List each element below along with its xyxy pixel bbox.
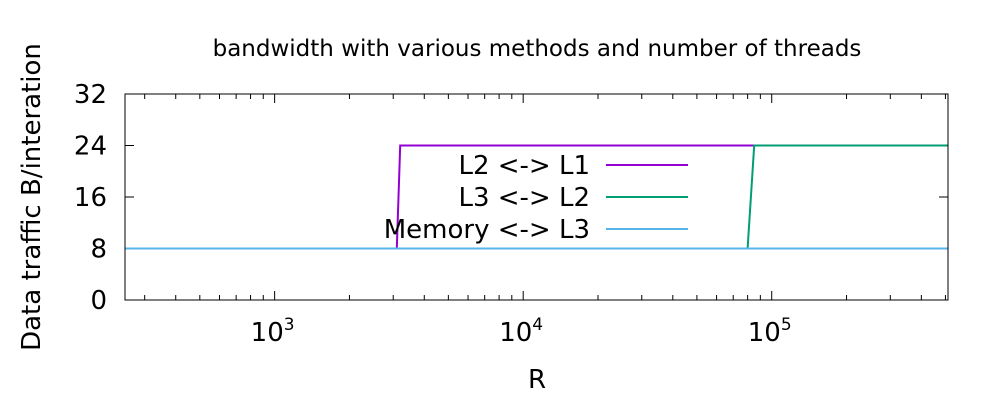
- y-tick-label: 0: [90, 286, 107, 316]
- y-axis-label: Data traffic B/interation: [17, 43, 47, 351]
- series-layer: [125, 144, 948, 250]
- x-axis-label: R: [528, 365, 546, 395]
- y-tick-label: 16: [74, 183, 107, 213]
- legend-label: L3 <-> L2: [458, 183, 590, 213]
- axis-ticks: 0 8 16 24 32 103 104 105: [74, 80, 948, 348]
- x-tick-label: 104: [499, 315, 543, 348]
- y-tick-label: 32: [74, 80, 107, 110]
- y-tick-label: 8: [90, 235, 107, 265]
- legend-label: L2 <-> L1: [458, 151, 590, 181]
- plot-frame: [124, 93, 949, 301]
- x-tick-label: 103: [251, 315, 295, 348]
- chart-title: bandwidth with various methods and numbe…: [213, 36, 862, 62]
- legend-label: Memory <-> L3: [384, 215, 590, 245]
- y-tick-label: 24: [74, 132, 107, 162]
- x-tick-label: 105: [748, 315, 792, 348]
